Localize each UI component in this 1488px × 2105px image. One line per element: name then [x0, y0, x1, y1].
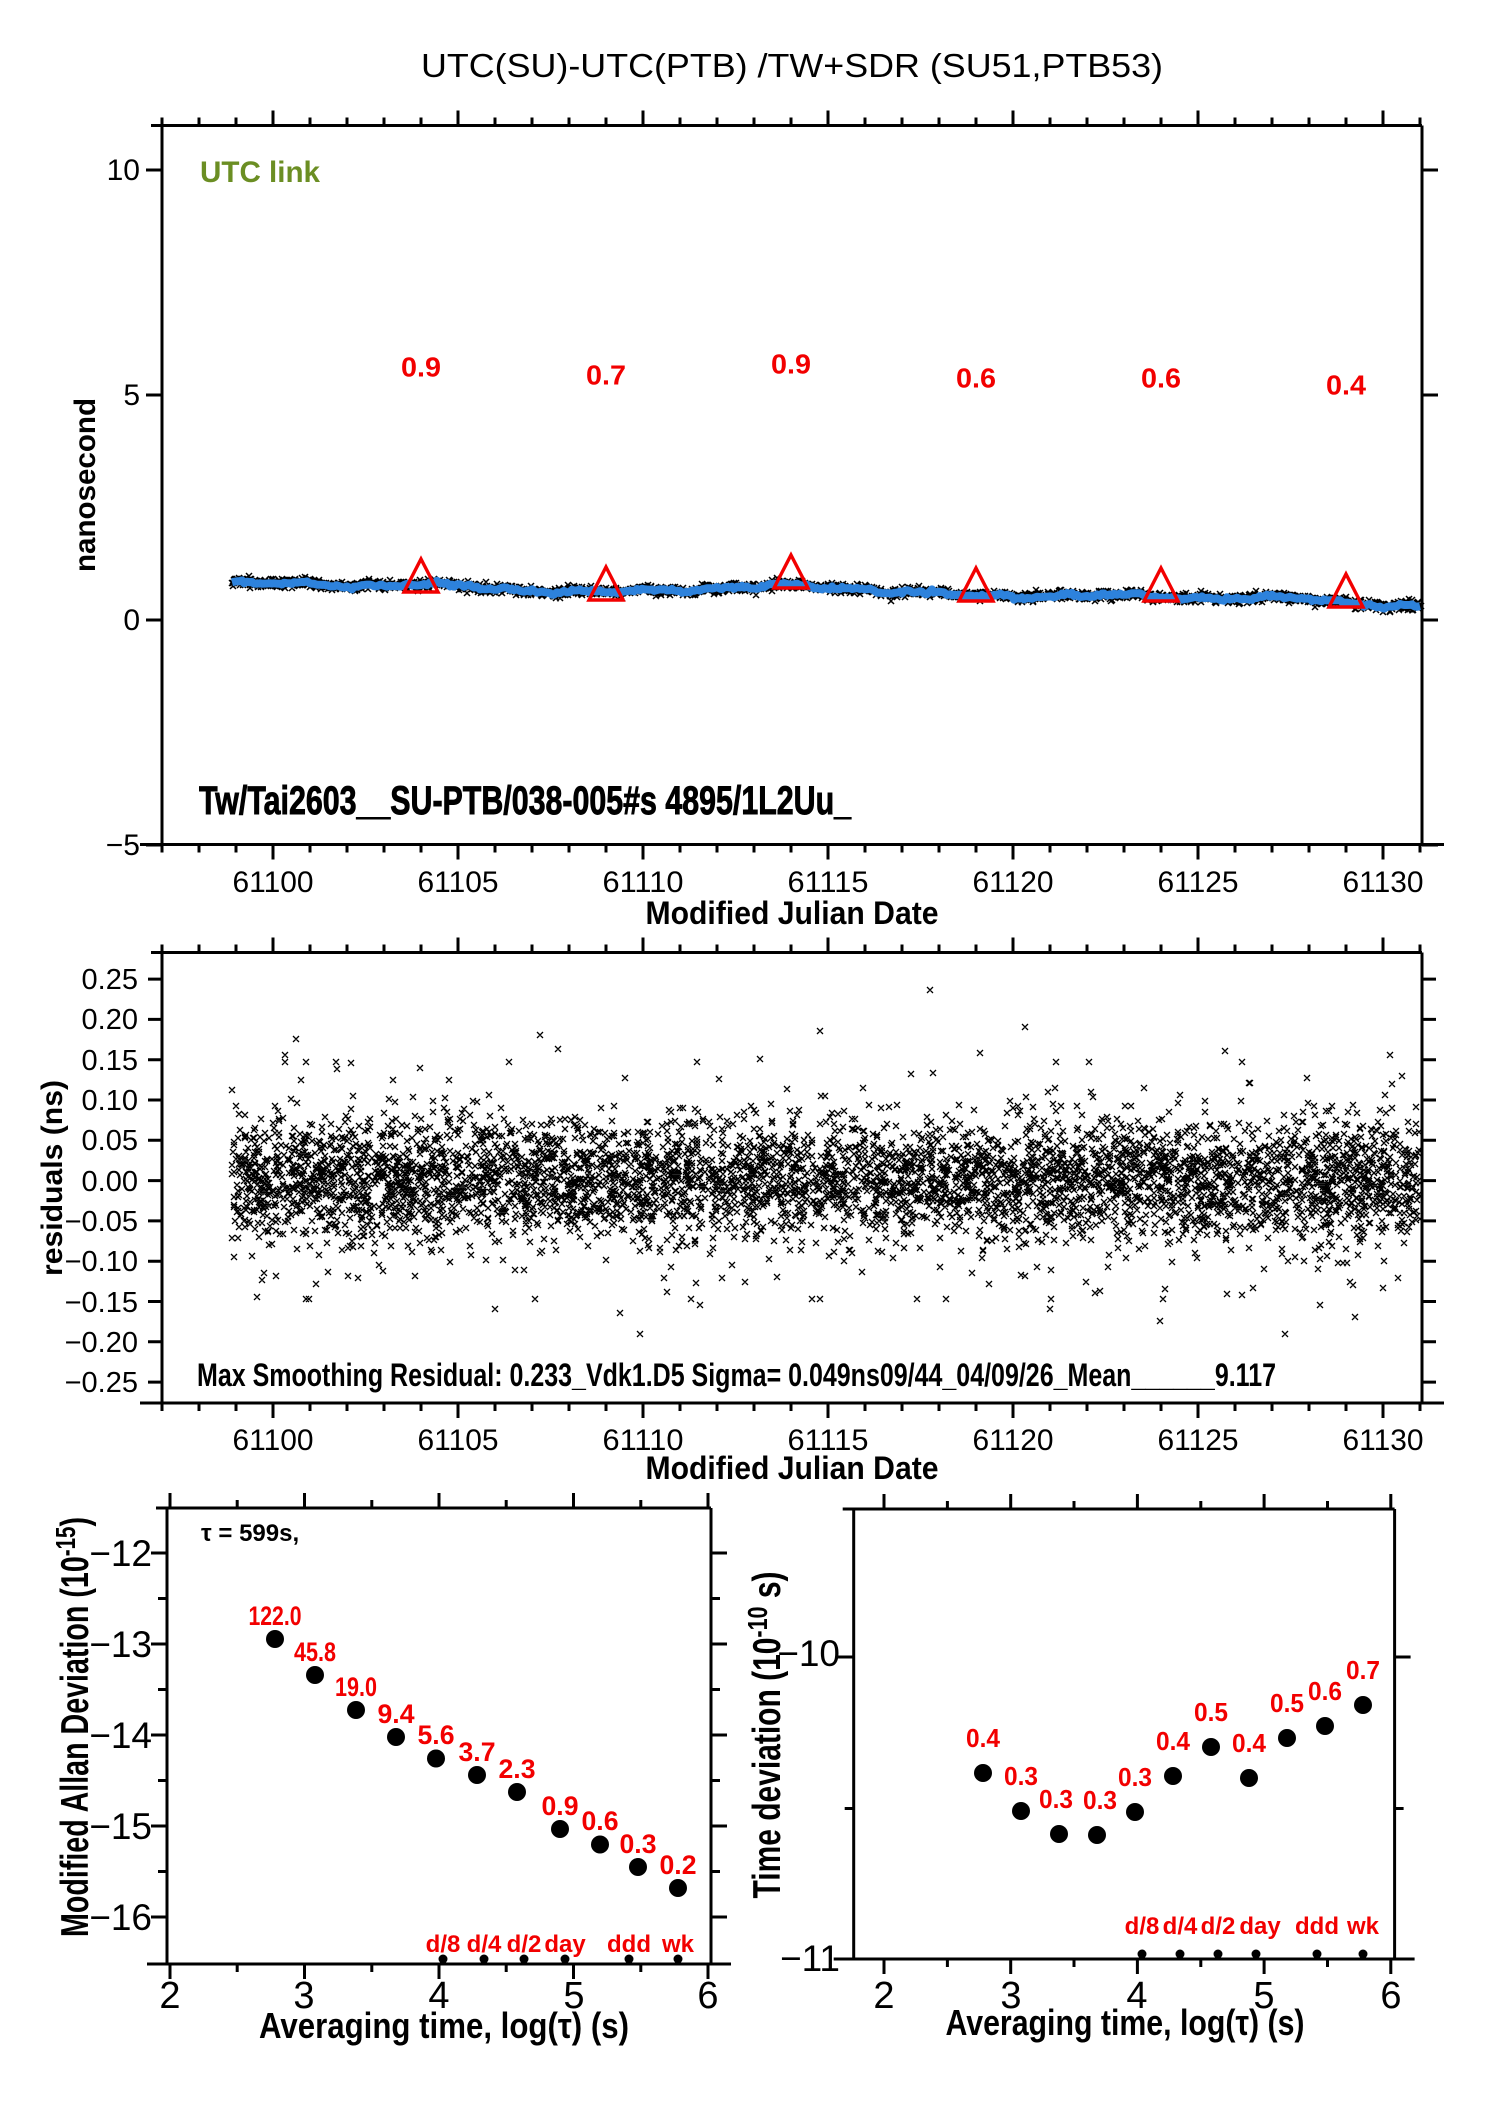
svg-text:0.6: 0.6: [582, 1806, 619, 1836]
svg-text:−0.25: −0.25: [65, 1367, 138, 1399]
svg-text:0.3: 0.3: [620, 1829, 657, 1859]
svg-text:Max Smoothing Residual: 0.233_: Max Smoothing Residual: 0.233_Vdk1.D5 Si…: [197, 1357, 1276, 1393]
svg-text:UTC link: UTC link: [200, 156, 320, 189]
svg-text:0.05: 0.05: [82, 1125, 138, 1157]
svg-text:−10: −10: [777, 1633, 840, 1674]
svg-text:61125: 61125: [1158, 1424, 1239, 1457]
svg-text:Modified Allan Deviation (10-1: Modified Allan Deviation (10-15): [50, 1517, 97, 1937]
svg-text:−0.05: −0.05: [65, 1206, 138, 1238]
svg-text:19.0: 19.0: [335, 1672, 377, 1702]
svg-text:61105: 61105: [418, 866, 499, 899]
svg-text:0.4: 0.4: [1326, 370, 1366, 401]
svg-text:61110: 61110: [603, 866, 684, 899]
svg-text:d/4: d/4: [467, 1931, 502, 1958]
svg-text:3: 3: [1000, 1975, 1021, 2017]
svg-text:−0.10: −0.10: [65, 1246, 138, 1278]
svg-text:−12: −12: [89, 1533, 152, 1574]
svg-text:2: 2: [159, 1975, 180, 2017]
svg-text:0.25: 0.25: [82, 964, 138, 996]
svg-text:Averaging time, log(τ) (s): Averaging time, log(τ) (s): [946, 2002, 1305, 2043]
svg-text:−16: −16: [89, 1897, 152, 1938]
svg-text:Modified Julian Date: Modified Julian Date: [646, 1450, 939, 1486]
svg-text:0.6: 0.6: [1141, 363, 1181, 394]
svg-text:61115: 61115: [788, 866, 869, 899]
svg-text:0.5: 0.5: [1270, 1688, 1304, 1718]
svg-text:2: 2: [873, 1975, 894, 2017]
svg-text:61105: 61105: [418, 1424, 499, 1457]
svg-text:0.5: 0.5: [1194, 1697, 1228, 1727]
svg-text:5: 5: [1253, 1975, 1274, 2017]
svg-text:4: 4: [1126, 1975, 1147, 2017]
svg-text:d/4: d/4: [1163, 1913, 1198, 1940]
svg-text:0.4: 0.4: [1232, 1728, 1266, 1758]
svg-text:61125: 61125: [1158, 866, 1239, 899]
svg-text:10: 10: [107, 154, 140, 187]
svg-text:wk: wk: [1346, 1913, 1380, 1940]
svg-text:τ = 599s,: τ = 599s,: [201, 1520, 299, 1547]
svg-text:0.15: 0.15: [82, 1045, 138, 1077]
svg-text:−14: −14: [89, 1715, 152, 1756]
svg-text:0.00: 0.00: [82, 1166, 138, 1198]
svg-text:6: 6: [697, 1975, 718, 2017]
svg-text:5: 5: [123, 379, 140, 412]
svg-text:0.3: 0.3: [1004, 1761, 1038, 1791]
svg-text:61120: 61120: [973, 1424, 1054, 1457]
svg-text:UTC(SU)-UTC(PTB) /TW+SDR (SU: UTC(SU)-UTC(PTB) /TW+SDR (SU51,PTB53): [421, 47, 1163, 84]
svg-text:0.6: 0.6: [956, 363, 996, 394]
svg-text:0.9: 0.9: [542, 1791, 579, 1821]
svg-text:0.7: 0.7: [586, 360, 626, 391]
svg-text:9.4: 9.4: [378, 1699, 415, 1729]
svg-text:0.10: 0.10: [82, 1085, 138, 1117]
svg-text:0.3: 0.3: [1118, 1762, 1152, 1792]
svg-text:0.4: 0.4: [1156, 1726, 1190, 1756]
svg-text:residuals (ns): residuals (ns): [36, 1080, 69, 1276]
svg-text:wk: wk: [661, 1931, 695, 1958]
svg-text:0.2: 0.2: [660, 1850, 697, 1880]
svg-text:61130: 61130: [1343, 1424, 1424, 1457]
svg-text:61130: 61130: [1343, 866, 1424, 899]
svg-text:0.9: 0.9: [771, 349, 811, 380]
svg-text:61100: 61100: [233, 1424, 314, 1457]
svg-text:5.6: 5.6: [418, 1720, 455, 1750]
svg-text:−15: −15: [89, 1806, 152, 1847]
svg-text:d/8: d/8: [1125, 1913, 1160, 1940]
svg-text:45.8: 45.8: [294, 1637, 336, 1667]
svg-text:−5: −5: [106, 829, 140, 862]
svg-text:122.0: 122.0: [249, 1601, 302, 1631]
svg-text:0.20: 0.20: [82, 1004, 138, 1036]
svg-text:5: 5: [563, 1975, 584, 2017]
svg-text:0.3: 0.3: [1039, 1784, 1073, 1814]
svg-text:0.3: 0.3: [1083, 1785, 1117, 1815]
svg-text:61120: 61120: [973, 866, 1054, 899]
svg-text:6: 6: [1380, 1975, 1401, 2017]
svg-text:−0.15: −0.15: [65, 1287, 138, 1319]
svg-text:0.4: 0.4: [966, 1723, 1000, 1753]
svg-text:ddd: ddd: [1295, 1913, 1339, 1940]
svg-text:0: 0: [123, 604, 140, 637]
svg-text:d/8: d/8: [426, 1931, 461, 1958]
svg-text:day: day: [544, 1931, 586, 1958]
svg-text:0.6: 0.6: [1308, 1676, 1342, 1706]
svg-text:−11: −11: [780, 1938, 840, 1979]
svg-text:0.9: 0.9: [401, 352, 441, 383]
svg-text:0.7: 0.7: [1346, 1655, 1380, 1685]
svg-text:61100: 61100: [233, 866, 314, 899]
svg-text:4: 4: [428, 1975, 449, 2017]
svg-text:−13: −13: [89, 1624, 152, 1665]
svg-text:3: 3: [293, 1975, 314, 2017]
svg-text:Averaging time, log(τ) (s): Averaging time, log(τ) (s): [259, 2005, 629, 2046]
svg-text:d/2: d/2: [1201, 1913, 1236, 1940]
svg-text:d/2: d/2: [507, 1931, 542, 1958]
svg-text:−0.20: −0.20: [65, 1327, 138, 1359]
svg-text:day: day: [1239, 1913, 1281, 1940]
svg-text:nanosecond: nanosecond: [69, 398, 102, 572]
svg-text:ddd: ddd: [607, 1931, 651, 1958]
svg-text:Modified Julian Date: Modified Julian Date: [646, 895, 939, 931]
svg-text:61110: 61110: [603, 1424, 684, 1457]
svg-text:Tw/Tai2603__SU-PTB/038-005#s: Tw/Tai2603__SU-PTB/038-005#s 4895/1L2Uu_: [199, 779, 852, 823]
svg-text:3.7: 3.7: [459, 1737, 496, 1767]
svg-text:61115: 61115: [788, 1424, 869, 1457]
svg-text:2.3: 2.3: [499, 1754, 536, 1784]
